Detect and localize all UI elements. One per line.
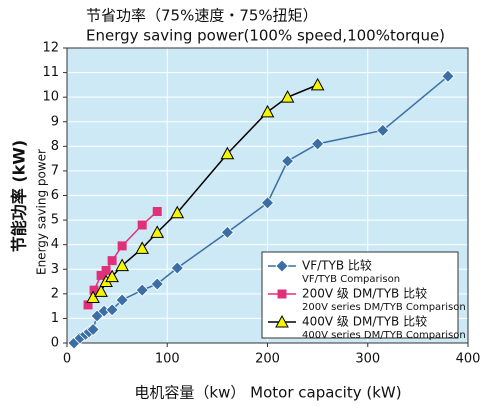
marker — [311, 137, 325, 151]
y-tick-label: 9 — [51, 114, 59, 129]
marker — [376, 123, 390, 137]
marker — [105, 269, 119, 283]
chart-subtitle: Energy saving power(100% speed,100%torqu… — [86, 27, 445, 45]
marker — [86, 322, 100, 337]
x-tick-label: 200 — [255, 352, 280, 367]
y-axis-label: 节能功率 (kW) — [10, 140, 29, 253]
marker — [135, 241, 150, 254]
marker — [105, 303, 119, 317]
plot-frame — [66, 47, 469, 344]
x-tick-label: 100 — [155, 352, 180, 367]
marker — [96, 270, 106, 280]
marker — [220, 146, 235, 160]
marker — [280, 90, 295, 103]
marker — [83, 300, 93, 310]
legend-label: VF/TYB 比较 — [302, 258, 372, 273]
y-tick-label: 11 — [42, 65, 59, 80]
y-tick-label: 3 — [51, 262, 59, 277]
chart-title: 节省功率（75%速度・75%扭矩） — [86, 7, 318, 25]
marker — [117, 241, 127, 251]
legend-marker — [275, 314, 289, 328]
marker — [135, 283, 149, 297]
y-tick-label: 6 — [51, 188, 59, 203]
marker — [89, 285, 99, 295]
legend-label: 200V 级 DM/TYB 比较 — [302, 286, 427, 301]
y-tick-label: 8 — [51, 139, 59, 154]
y-tick-label: 2 — [51, 286, 59, 301]
legend-marker — [277, 289, 287, 299]
marker — [441, 69, 455, 83]
y-tick-label: 7 — [51, 163, 59, 178]
y-tick-label: 0 — [51, 336, 59, 351]
marker — [115, 258, 129, 272]
marker — [107, 256, 117, 266]
legend-label-en: 400V series DM/TYB Comparison — [302, 330, 466, 341]
y-tick-label: 10 — [42, 90, 59, 105]
legend-label-en: 200V series DM/TYB Comparison — [302, 302, 466, 313]
marker — [137, 220, 147, 230]
legend-marker — [275, 259, 289, 273]
y-axis-label-en: Energy saving power — [35, 149, 49, 275]
marker — [260, 196, 275, 210]
marker — [260, 104, 275, 118]
marker — [310, 77, 325, 91]
marker — [220, 225, 234, 239]
marker — [150, 225, 165, 238]
x-axis-label: 电机容量（kw） Motor capacity (kW) — [134, 384, 401, 402]
x-tick-label: 400 — [456, 352, 481, 367]
marker — [150, 277, 164, 291]
marker — [280, 154, 295, 168]
marker — [86, 290, 100, 304]
marker — [152, 206, 162, 216]
y-tick-label: 1 — [51, 311, 59, 326]
marker — [94, 284, 108, 297]
marker — [115, 293, 129, 307]
legend-label: 400V 级 DM/TYB 比较 — [302, 314, 427, 329]
x-tick-label: 300 — [355, 352, 380, 367]
y-tick-label: 4 — [51, 237, 59, 252]
marker — [101, 265, 111, 275]
x-tick-label: 0 — [63, 352, 71, 367]
y-tick-label: 12 — [42, 41, 59, 56]
legend-label-en: VF/TYB Comparison — [302, 274, 400, 285]
marker — [170, 205, 185, 219]
marker — [170, 261, 184, 275]
y-tick-label: 5 — [51, 213, 59, 228]
